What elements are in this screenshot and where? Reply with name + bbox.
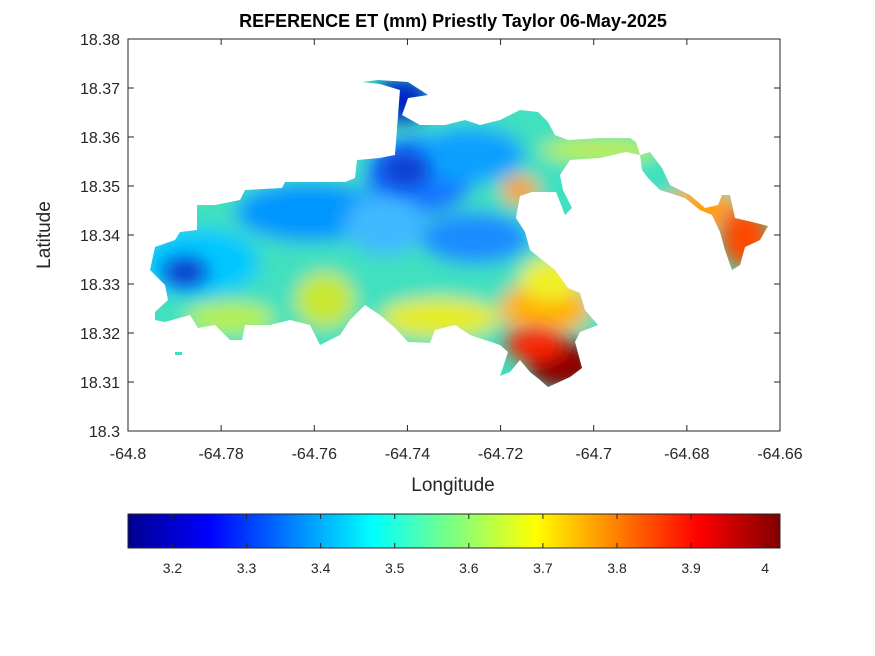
colorbar-tick-label: 3.9 (681, 560, 701, 576)
x-tick-label: -64.8 (110, 446, 147, 463)
colorbar-tick-label: 3.5 (385, 560, 405, 576)
y-tick-label: 18.37 (80, 81, 120, 98)
y-tick-label: 18.35 (80, 179, 120, 196)
y-tick-label: 18.31 (80, 375, 120, 392)
colorbar-tick-label: 3.2 (163, 560, 183, 576)
x-tick-label: -64.68 (664, 446, 709, 463)
y-tick-label: 18.3 (89, 424, 120, 441)
x-tick-label: -64.66 (757, 446, 802, 463)
colorbar-ticks: 3.2 3.3 3.4 3.5 3.6 3.7 3.8 3.9 4 (163, 514, 769, 576)
x-tick-label: -64.7 (575, 446, 612, 463)
colorbar-tick-label: 3.7 (533, 560, 553, 576)
colorbar (127, 513, 781, 549)
colorbar-tick-label: 3.4 (311, 560, 331, 576)
chart-title: REFERENCE ET (mm) Priestly Taylor 06-May… (239, 11, 667, 31)
y-tick-label: 18.32 (80, 326, 120, 343)
x-tick-label: -64.72 (478, 446, 523, 463)
y-tick-label: 18.38 (80, 32, 120, 49)
x-axis-label: Longitude (411, 475, 494, 496)
x-tick-label: -64.76 (292, 446, 337, 463)
colorbar-tick-label: 3.3 (237, 560, 257, 576)
y-axis: 18.3 18.31 18.32 18.33 18.34 18.35 18.36 18.37 1… (80, 32, 780, 441)
y-tick-label: 18.33 (80, 277, 120, 294)
y-tick-label: 18.36 (80, 130, 120, 147)
colorbar-tick-label: 3.8 (607, 560, 627, 576)
colorbar-tick-label: 3.6 (459, 560, 479, 576)
x-tick-label: -64.78 (198, 446, 243, 463)
y-axis-label: Latitude (34, 201, 55, 269)
y-tick-label: 18.34 (80, 228, 120, 245)
colorbar-tick-label: 4 (761, 560, 769, 576)
x-tick-label: -64.74 (385, 446, 430, 463)
x-axis: -64.8 -64.78 -64.76 -64.74 -64.72 -64.7 -64.68… (110, 39, 803, 463)
